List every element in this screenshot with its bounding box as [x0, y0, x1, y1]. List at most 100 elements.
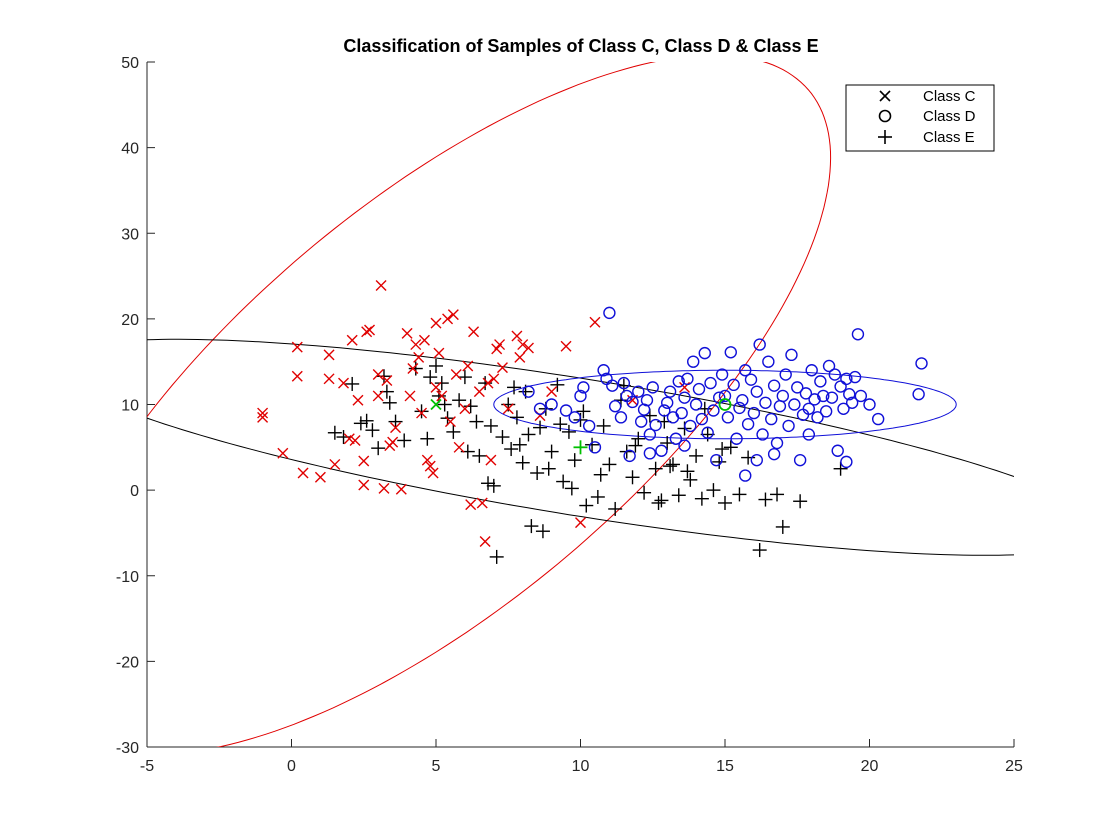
legend-marker-x-icon [879, 90, 891, 102]
point-class-c [361, 326, 373, 338]
point-class-e [509, 410, 524, 425]
point-class-c-stroke [575, 517, 586, 529]
point-class-c-stroke [442, 313, 454, 325]
point-class-d [915, 357, 928, 370]
point-class-e [457, 370, 472, 385]
point-class-c [424, 460, 436, 472]
point-class-d [779, 368, 792, 381]
point-class-d [782, 419, 795, 433]
point-class-c [433, 347, 445, 359]
point-class-c [358, 455, 370, 467]
point-class-c-stroke [323, 373, 335, 385]
point-class-d [687, 355, 700, 368]
point-class-c [346, 334, 358, 346]
point-class-d [733, 401, 746, 415]
point-class-c [257, 407, 269, 419]
point-class-e [388, 414, 403, 429]
point-class-c [430, 317, 442, 329]
legend-entry-class-e: Class E [878, 129, 975, 146]
point-class-d [727, 378, 740, 392]
legend-label-class-e: Class E [923, 129, 975, 146]
point-class-c-stroke [364, 324, 376, 336]
x-tick-label: 0 [287, 758, 296, 775]
point-class-e [353, 416, 368, 431]
point-class-d [822, 359, 836, 373]
point-class-d [582, 419, 596, 433]
centroid-class-c-stroke [430, 398, 442, 411]
point-class-c-stroke [329, 458, 341, 470]
point-class-d [634, 415, 648, 428]
point-class-c-stroke [436, 390, 448, 402]
point-class-c [485, 454, 497, 466]
point-class-d [744, 373, 758, 386]
point-class-c-stroke [589, 316, 601, 328]
point-class-e [382, 395, 397, 410]
point-class-c-stroke [511, 330, 523, 342]
point-class-c [407, 363, 419, 375]
point-class-d [814, 375, 827, 388]
point-class-d [854, 389, 868, 403]
point-class-c-stroke [314, 471, 326, 483]
point-class-c [465, 499, 477, 511]
point-class-c-stroke [488, 373, 500, 385]
point-class-c-stroke [416, 407, 428, 419]
point-class-c [427, 467, 439, 479]
y-tick-label: -30 [116, 740, 139, 757]
point-class-d [692, 382, 706, 396]
point-class-d [661, 396, 674, 409]
legend: Class C Class D Class E [845, 84, 995, 152]
point-class-c [418, 334, 430, 346]
point-class-d [741, 417, 755, 431]
y-tick-label: -20 [116, 654, 139, 671]
point-class-e [452, 393, 467, 408]
point-class-d [643, 428, 657, 441]
legend-label-class-c: Class C [923, 88, 976, 105]
ellipse-class-c [147, 62, 832, 747]
point-class-c-stroke [522, 342, 534, 354]
point-class-e [472, 448, 487, 463]
point-class-e [706, 483, 721, 498]
centroid-class-c [430, 398, 442, 411]
point-class-e [469, 414, 484, 429]
point-class-c-stroke [352, 394, 364, 406]
legend-marker-plus-icon [878, 130, 892, 144]
point-class-c-stroke [546, 386, 558, 398]
point-class-c [575, 517, 586, 529]
point-class-c-stroke [430, 317, 442, 329]
point-class-e [429, 358, 443, 373]
point-class-c-stroke [450, 369, 462, 381]
point-class-c-stroke [517, 339, 529, 351]
point-class-d [672, 375, 685, 388]
point-class-c [401, 327, 413, 339]
ellipse-class-e [147, 338, 1014, 556]
point-class-e [631, 431, 646, 446]
point-class-d [614, 411, 628, 424]
point-class-d [785, 348, 798, 362]
point-class-e [489, 549, 504, 564]
point-class-c-stroke [372, 390, 384, 402]
point-class-d [640, 394, 654, 407]
point-class-e [463, 399, 478, 414]
point-class-c-stroke [349, 434, 361, 446]
x-tick-label: 10 [572, 758, 590, 775]
point-class-c [381, 375, 393, 387]
point-class-d [840, 372, 853, 386]
y-tick-label: 0 [130, 483, 139, 500]
point-class-c [277, 447, 289, 459]
point-class-c-stroke [372, 369, 384, 381]
point-class-e [683, 472, 698, 487]
point-class-c [482, 377, 494, 389]
point-class-c-stroke [485, 454, 497, 466]
point-class-e [371, 441, 386, 456]
chart-title: Classification of Samples of Class C, Cl… [343, 36, 818, 56]
point-class-e [515, 455, 530, 470]
point-class-d [837, 402, 850, 415]
point-class-d [767, 379, 781, 392]
point-class-d [608, 400, 622, 413]
point-class-c-stroke [410, 339, 422, 351]
point-class-c [476, 497, 488, 509]
point-class-c [421, 454, 433, 466]
point-class-e [654, 493, 669, 508]
point-class-c-stroke [482, 377, 494, 389]
